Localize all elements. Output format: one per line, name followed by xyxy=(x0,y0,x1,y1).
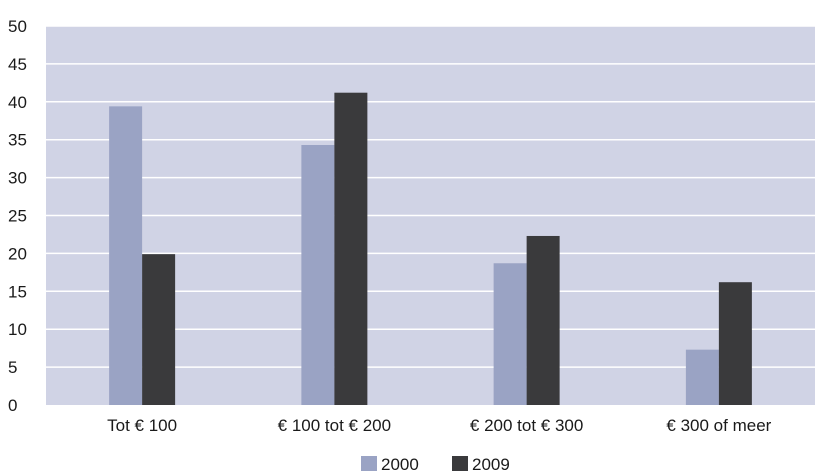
bar-2009-1 xyxy=(334,92,368,405)
bar-2000-0 xyxy=(109,106,143,406)
y-tick-label: 35 xyxy=(8,131,27,150)
x-tick-label: € 100 tot € 200 xyxy=(278,416,391,435)
legend: 2000 2009 xyxy=(361,455,510,472)
bar-2000-1 xyxy=(301,145,335,406)
bar-2000-3 xyxy=(685,349,719,405)
bar-2009-3 xyxy=(718,282,752,405)
y-tick-label: 30 xyxy=(8,169,27,188)
y-tick-label: 15 xyxy=(8,282,27,301)
x-tick-label: € 200 tot € 300 xyxy=(470,416,583,435)
y-tick-label: 20 xyxy=(8,244,27,263)
bar-2009-0 xyxy=(142,254,176,405)
y-tick-label: 40 xyxy=(8,93,27,112)
bar-2000-2 xyxy=(493,263,527,405)
y-tick-label: 5 xyxy=(8,358,17,377)
y-tick-label: 25 xyxy=(8,207,27,226)
y-tick-label: 0 xyxy=(8,396,17,415)
y-tick-label: 10 xyxy=(8,320,27,339)
x-tick-label: Tot € 100 xyxy=(107,416,177,435)
legend-label-2000: 2000 xyxy=(381,455,419,472)
legend-label-2009: 2009 xyxy=(472,455,510,472)
legend-swatch-2000 xyxy=(361,456,377,471)
legend-swatch-2009 xyxy=(452,456,468,471)
x-tick-label: € 300 of meer xyxy=(666,416,771,435)
y-tick-label: 50 xyxy=(8,17,27,36)
x-axis-ticks: Tot € 100 € 100 tot € 200 € 200 tot € 300 €… xyxy=(107,416,772,435)
y-tick-label: 45 xyxy=(8,55,27,74)
y-axis-ticks: 0 5 10 15 20 25 30 35 40 45 50 xyxy=(8,17,27,415)
bars xyxy=(109,92,752,406)
bar-2009-2 xyxy=(526,235,560,405)
